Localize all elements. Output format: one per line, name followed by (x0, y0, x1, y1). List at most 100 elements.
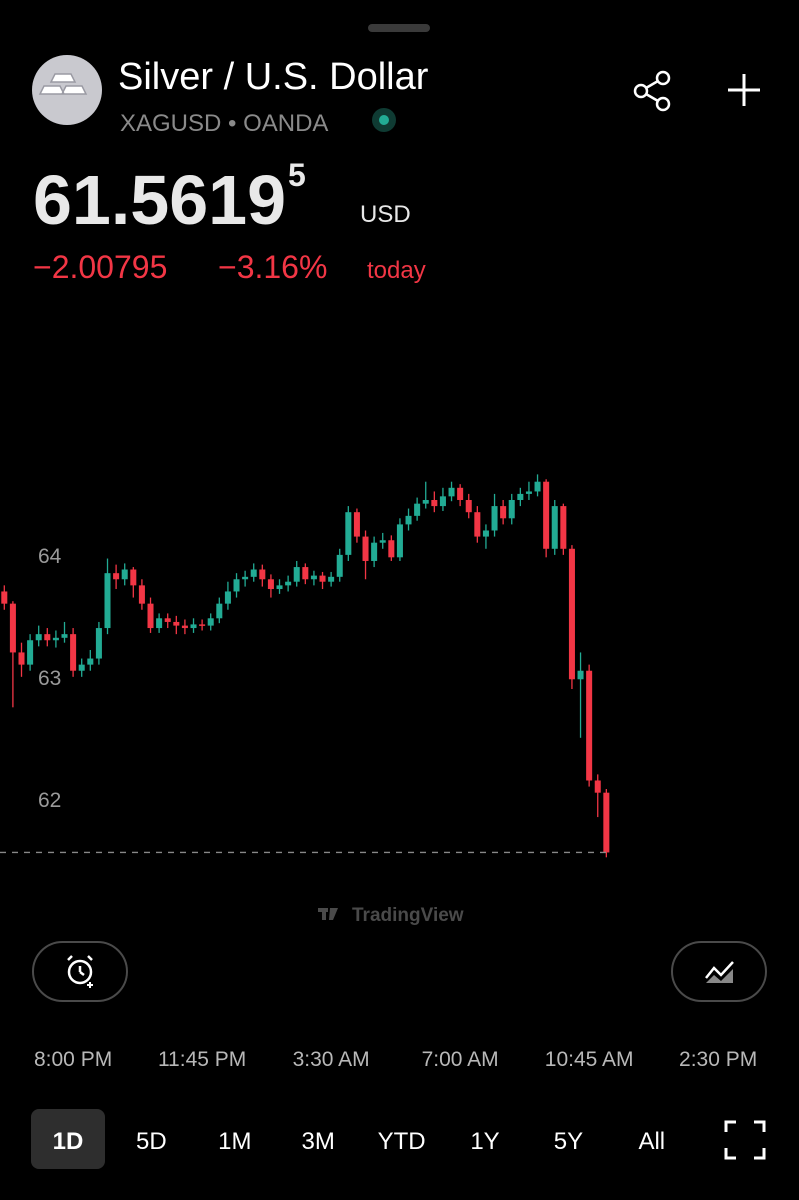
drag-handle[interactable] (368, 24, 430, 32)
candle-body (95, 628, 102, 659)
candle-body (130, 569, 137, 586)
chart[interactable]: 62 63 64 (0, 474, 610, 858)
symbol: XAGUSD • OANDA (120, 110, 328, 137)
candle-body (207, 618, 214, 626)
candle-body (568, 548, 575, 680)
candle-body (482, 530, 489, 537)
candle-body (190, 624, 197, 629)
candle-body (534, 481, 541, 492)
candle-body (44, 634, 51, 641)
change: −2.00795 (33, 249, 167, 285)
candle-body (560, 506, 567, 549)
candle-body (371, 542, 378, 561)
currency: USD (360, 201, 411, 228)
candle-body (422, 500, 429, 504)
x-tick-label: 8:00 PM (34, 1048, 112, 1071)
change-percent: −3.16% (218, 249, 327, 285)
timeframe-tab[interactable]: 3M (302, 1128, 335, 1155)
candle-body (302, 567, 309, 580)
candle-body (594, 780, 601, 793)
x-tick-label: 2:30 PM (679, 1048, 757, 1071)
candle-body (431, 500, 438, 507)
candle-body (586, 670, 593, 781)
market-status (379, 115, 389, 125)
candle-body (259, 569, 266, 580)
candle-body (379, 540, 386, 543)
candle-body (216, 603, 223, 619)
candle-body (199, 624, 206, 626)
watermark: TradingView (352, 905, 464, 926)
candle-body (1, 591, 8, 604)
timeframe-tab[interactable]: 5D (136, 1128, 167, 1155)
candle-body (78, 664, 85, 671)
timeframe-tabs: 1D 5D 1M 3M YTD 1Y 5Y All (31, 1109, 665, 1169)
candle-body (164, 618, 171, 622)
candle-body (525, 491, 532, 494)
indicators-button[interactable] (671, 941, 767, 1002)
candle-body (181, 625, 188, 629)
candle-body (293, 567, 300, 582)
candle-body (551, 506, 558, 549)
candle-body (474, 512, 481, 537)
fullscreen-button[interactable] (724, 1120, 766, 1160)
candle-body (138, 585, 145, 604)
candle-body (18, 652, 25, 665)
candle-body (173, 621, 180, 626)
candle-body (242, 576, 249, 580)
candle-body (396, 524, 403, 558)
candle-body (61, 634, 68, 638)
candle-body (345, 512, 352, 555)
candle-body (362, 536, 369, 561)
x-tick-label: 10:45 AM (545, 1048, 634, 1071)
candle-body (543, 481, 550, 549)
candle-body (285, 581, 292, 586)
candle-body (388, 540, 395, 558)
title: Silver / U.S. Dollar (118, 56, 429, 98)
candle-body (439, 496, 446, 507)
candle-body (319, 575, 326, 582)
timeframe-tab[interactable]: 1Y (470, 1128, 499, 1155)
candle-body (27, 640, 34, 665)
candle-body (70, 634, 77, 671)
candle-body (508, 500, 515, 519)
candle-body (87, 658, 94, 665)
x-tick-label: 11:45 PM (158, 1048, 246, 1071)
alert-button[interactable] (32, 941, 128, 1002)
candle-body (405, 515, 412, 525)
y-tick-label: 62 (38, 789, 61, 812)
price-extra-digit: 5 (288, 157, 306, 193)
y-tick-label: 64 (38, 545, 62, 568)
candle-body (9, 603, 16, 653)
candle-body (603, 792, 610, 853)
candle-body (276, 585, 283, 590)
candle-body (156, 618, 163, 629)
candle-body (517, 493, 524, 500)
timeframe-tab[interactable]: All (638, 1128, 665, 1155)
candle-body (104, 573, 111, 629)
selected-tab-background (31, 1109, 105, 1169)
timeframe-tab[interactable]: 1M (218, 1128, 251, 1155)
candle-body (336, 554, 343, 577)
share-button[interactable] (633, 70, 671, 112)
time-axis: 8:00 PM 11:45 PM 3:30 AM 7:00 AM 10:45 AM 2:3… (34, 1048, 757, 1071)
candle-body (267, 579, 274, 590)
candle-body (310, 575, 317, 580)
candle-body (224, 591, 231, 604)
candle-body (457, 487, 464, 500)
candle-body (35, 634, 42, 641)
timeframe-tab[interactable]: 1D (53, 1128, 84, 1155)
price: 61.5619 (33, 161, 286, 239)
candle-body (121, 569, 128, 580)
add-button[interactable] (728, 74, 760, 106)
timeframe-tab[interactable]: YTD (378, 1128, 426, 1155)
timeframe-tab[interactable]: 5Y (554, 1128, 583, 1155)
watermark-logo (318, 908, 338, 920)
x-tick-label: 7:00 AM (422, 1048, 499, 1071)
candle-body (328, 576, 335, 582)
symbol-logo (32, 55, 102, 125)
candle-body (500, 506, 507, 519)
candle-body (147, 603, 154, 629)
candle-body (52, 637, 59, 641)
